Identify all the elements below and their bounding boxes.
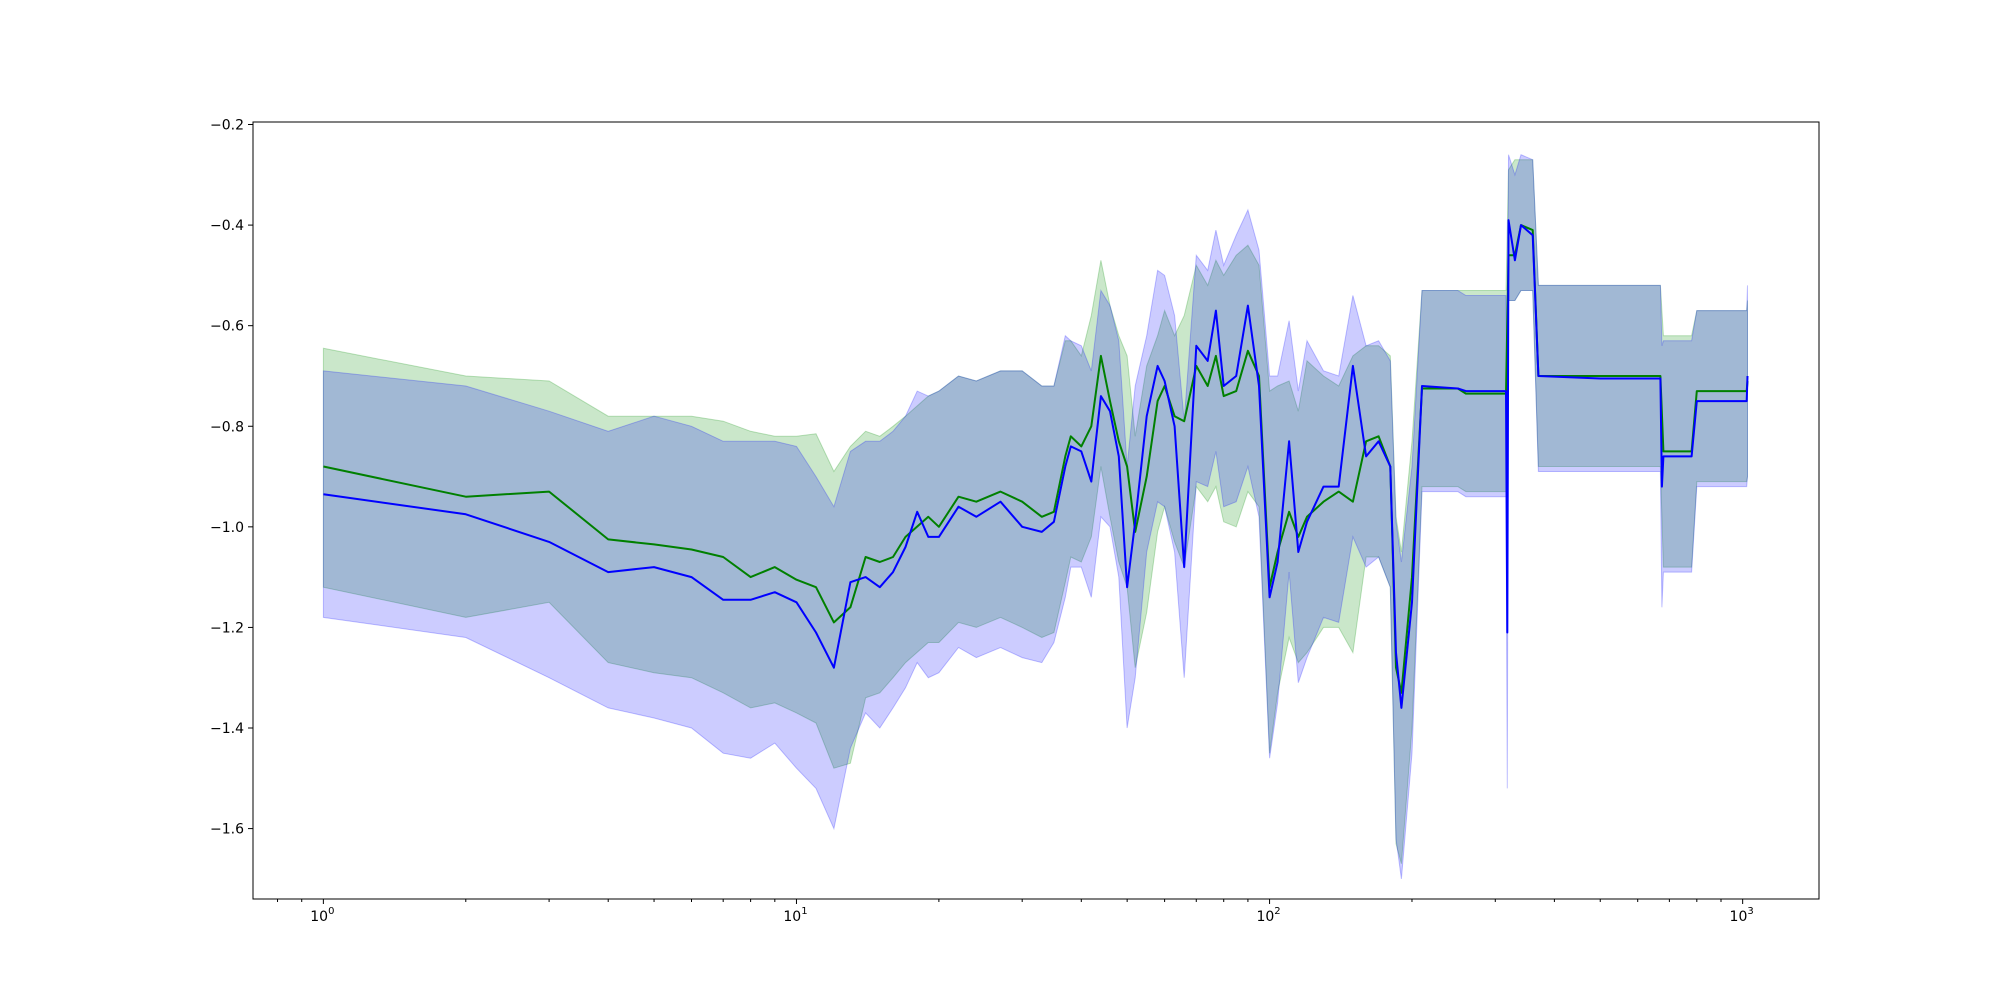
y-tick-label: −0.8 bbox=[210, 419, 244, 435]
y-tick-label: −0.4 bbox=[210, 218, 244, 234]
x-tick-label: 100 bbox=[310, 906, 334, 925]
series-lines bbox=[323, 219, 1749, 709]
plot-frame bbox=[252, 121, 1820, 900]
y-tick-label: −1.6 bbox=[210, 822, 244, 838]
y-tick-label: −1.2 bbox=[210, 620, 244, 636]
series-2-line bbox=[323, 219, 1749, 709]
x-tick-label: 102 bbox=[1256, 906, 1280, 925]
x-tick-label: 103 bbox=[1730, 906, 1754, 925]
y-tick-label: −0.2 bbox=[210, 118, 244, 134]
y-tick-label: −0.6 bbox=[210, 319, 244, 335]
series-2-band bbox=[322, 154, 1748, 879]
series-1-line bbox=[323, 224, 1749, 694]
y-tick-label: −1.0 bbox=[210, 520, 244, 536]
x-axis: 100 101 102 103 bbox=[277, 899, 1754, 925]
x-tick-label: 101 bbox=[783, 906, 807, 925]
y-tick-label: −1.4 bbox=[210, 721, 244, 737]
y-axis: −0.2 −0.4 −0.6 −0.8 −1.0 −1.2 −1.4 −1.6 bbox=[210, 118, 253, 838]
